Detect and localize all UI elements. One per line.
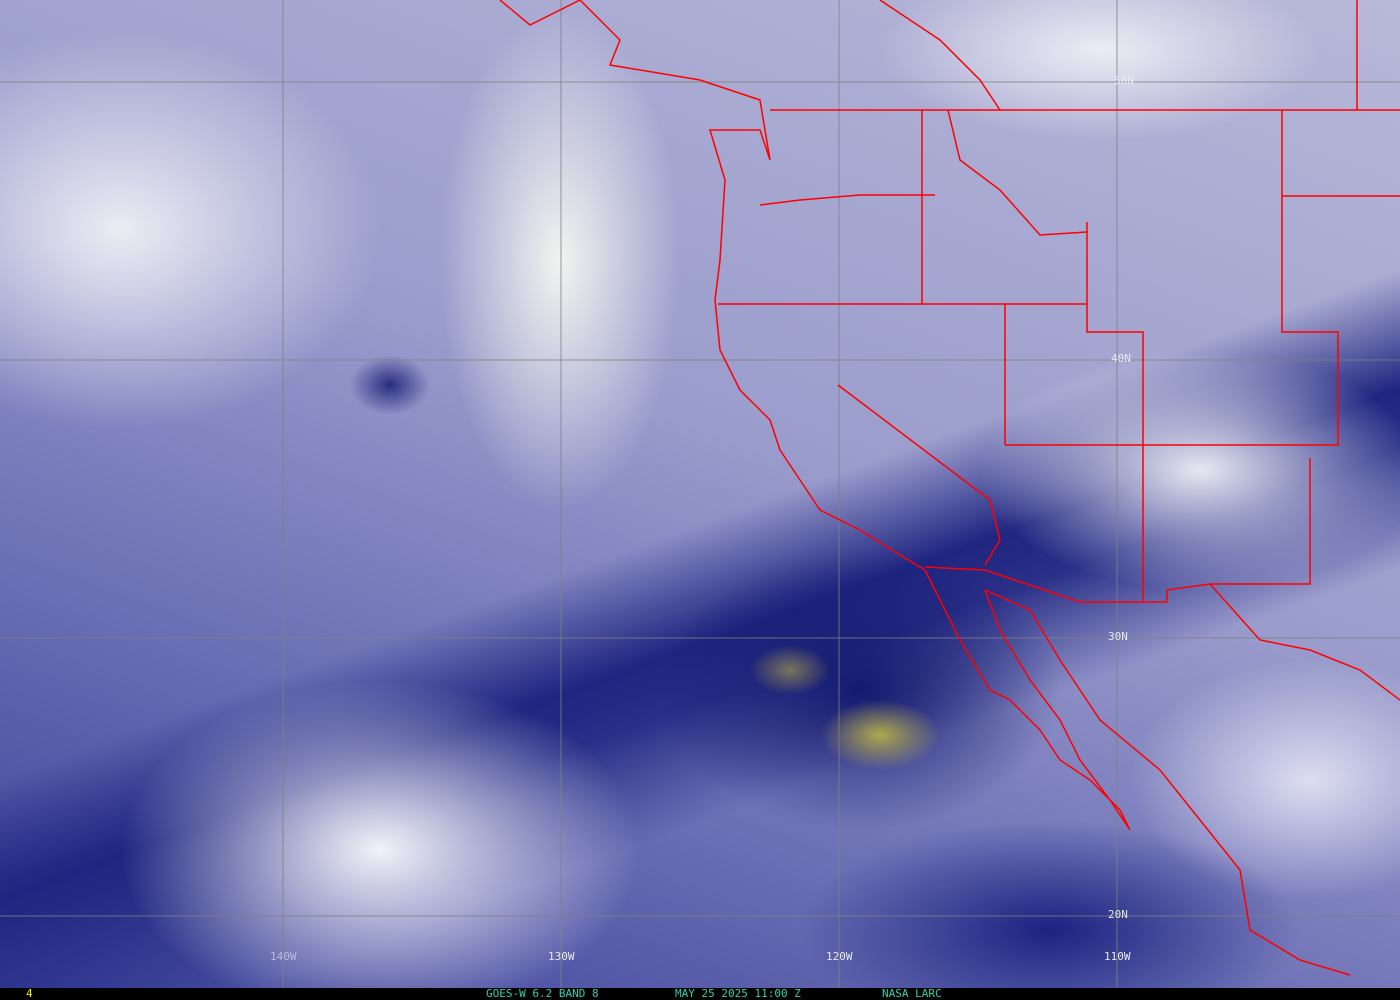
nm-border (924, 458, 1311, 603)
lon-label-130w: 130W (548, 950, 575, 963)
lat-label-40n: 40N (1111, 352, 1131, 365)
lon-label-140w: 140W (270, 950, 297, 963)
az-nm-border (1005, 110, 1339, 446)
lon-label-110w: 110W (1104, 950, 1131, 963)
source-credit: NASA LARC (882, 987, 942, 1000)
canada-north-border (879, 0, 1001, 111)
coastline-north (499, 0, 926, 571)
lat-label-30n: 30N (1108, 630, 1128, 643)
baja-peninsula (924, 569, 1131, 831)
mexico-mainland-coast (984, 589, 1351, 976)
political-borders (499, 0, 1400, 976)
utah-border (1086, 222, 1144, 602)
mexico-us-border-east (1209, 583, 1400, 701)
satellite-band: GOES-W 6.2 BAND 8 (486, 987, 599, 1000)
frame-number: 4 (26, 987, 33, 1000)
caption-bar: 4 GOES-W 6.2 BAND 8 MAY 25 2025 11:00 Z … (0, 988, 1400, 1000)
idaho-east (947, 109, 1088, 236)
lon-label-120w: 120W (826, 950, 853, 963)
lat-label-20n: 20N (1108, 908, 1128, 921)
lat-label-50n: 50N (1114, 74, 1134, 87)
wa-or-border (759, 194, 935, 206)
timestamp: MAY 25 2025 11:00 Z (675, 987, 801, 1000)
nv-ca-border (837, 384, 1001, 566)
